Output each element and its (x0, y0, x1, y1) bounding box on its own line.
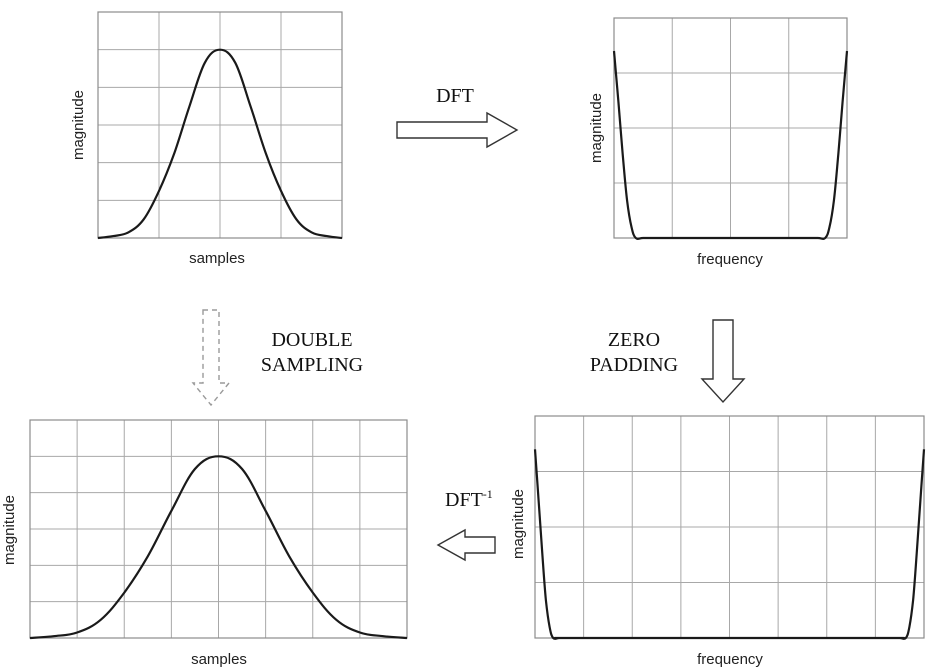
panel-bottom-right-xlabel: frequency (697, 651, 763, 668)
dft-inverse-caption: DFT-1 (445, 487, 493, 511)
panel-top-right-ylabel: magnitude (588, 93, 605, 163)
panel-top-right-grid (614, 18, 847, 238)
dft-arrow-right-icon (396, 111, 519, 149)
panel-top-left-grid (98, 12, 342, 238)
panel-top-right: frequency magnitude (588, 17, 849, 268)
panel-bottom-left-frame (29, 419, 408, 639)
panel-top-left-frame (97, 11, 343, 239)
panel-bottom-left: samples magnitude (1, 419, 408, 668)
dft-inverse-caption-main: DFT (445, 489, 483, 511)
panel-top-left-xlabel: samples (189, 250, 245, 267)
zero-padding-arrow-down-icon (700, 319, 746, 404)
panel-bottom-right: frequency magnitude (510, 415, 926, 668)
panel-bottom-right-curve (533, 449, 926, 640)
double-sampling-arrow-down-dashed-icon (191, 309, 231, 407)
dft-inverse-arrow-left-icon (436, 528, 496, 562)
panel-top-left: samples magnitude (70, 11, 343, 267)
double-sampling-caption-line1: DOUBLE (271, 329, 352, 351)
panel-bottom-left-xlabel: samples (191, 651, 247, 668)
double-sampling-caption-line2: SAMPLING (261, 354, 363, 376)
panel-top-right-curve (612, 50, 849, 240)
panel-top-left-ylabel: magnitude (70, 90, 87, 160)
zero-padding-caption-line2: PADDING (590, 354, 678, 376)
panel-bottom-right-grid (535, 416, 924, 638)
panel-bottom-left-curve (29, 455, 408, 640)
panel-top-right-xlabel: frequency (697, 251, 763, 268)
dft-caption: DFT (436, 85, 474, 107)
panel-bottom-right-ylabel: magnitude (510, 489, 527, 559)
dft-inverse-caption-sup: -1 (483, 487, 493, 501)
panel-bottom-left-grid (30, 420, 407, 638)
zero-padding-caption-line1: ZERO (608, 329, 660, 351)
panel-top-left-curve (97, 48, 343, 240)
panel-bottom-left-ylabel: magnitude (1, 495, 18, 565)
